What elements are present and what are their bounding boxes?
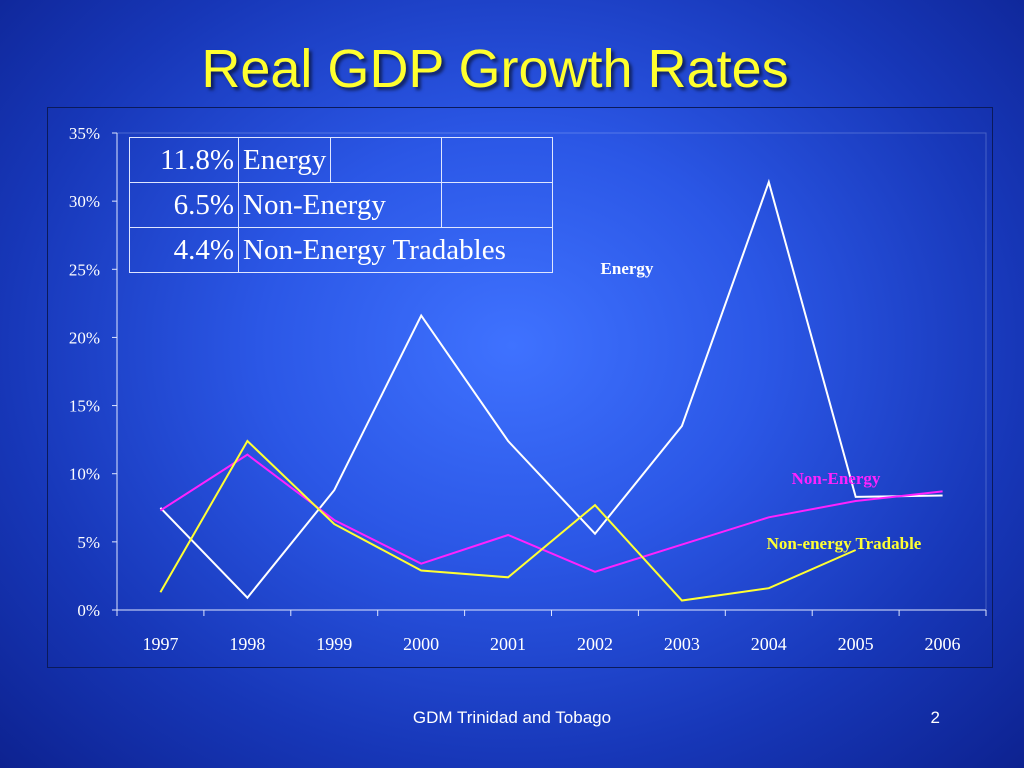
x-tick-label: 2005 [838,634,874,654]
slide-title: Real GDP Growth Rates [201,39,789,99]
page-number: 2 [930,708,940,727]
y-tick-label: 5% [77,533,100,552]
growth-value: 11.8% [129,137,239,183]
x-tick-label: 1999 [316,634,352,654]
non-energy-line [159,453,943,573]
non-energy-tradable-series-label: Non-energy Tradable [767,534,922,553]
table-row: 11.8% Energy [129,137,554,183]
x-tick-label: 1998 [229,634,265,654]
y-tick-label: 10% [69,465,100,484]
y-tick-label: 30% [69,192,100,211]
x-tick-label: 1997 [142,634,178,654]
empty-cell [441,182,554,228]
table-row: 4.4% Non-Energy Tradables [129,227,554,273]
x-tick-label: 2000 [403,634,439,654]
table-row: 6.5% Non-Energy [129,182,554,228]
y-tick-label: 35% [69,124,100,143]
x-tick-label: 2004 [751,634,787,654]
x-tick-label: 2001 [490,634,526,654]
non-energy-tradable-line [159,439,857,602]
sector-label: Non-Energy [237,182,443,228]
x-tick-label: 2002 [577,634,613,654]
energy-series-label: Energy [601,259,654,278]
growth-value: 4.4% [129,227,239,273]
summary-table: 11.8% Energy 6.5% Non-Energy 4.4% Non-En… [129,137,554,273]
x-tick-label: 2006 [925,634,961,654]
footer-text: GDM Trinidad and Tobago [412,708,612,727]
y-tick-label: 0% [77,601,100,620]
empty-cell [441,137,554,183]
growth-value: 6.5% [129,182,239,228]
energy-line [159,178,943,600]
y-tick-label: 15% [69,397,100,416]
sector-label: Non-Energy Tradables [237,227,554,273]
empty-cell [330,137,443,183]
y-tick-label: 20% [69,328,100,347]
y-tick-label: 25% [69,260,100,279]
plot-area-border [117,132,987,610]
chart-frame [47,107,993,668]
non-energy-series-label: Non-Energy [792,469,881,488]
x-tick-label: 2003 [664,634,700,654]
sector-label: Energy [237,137,332,183]
